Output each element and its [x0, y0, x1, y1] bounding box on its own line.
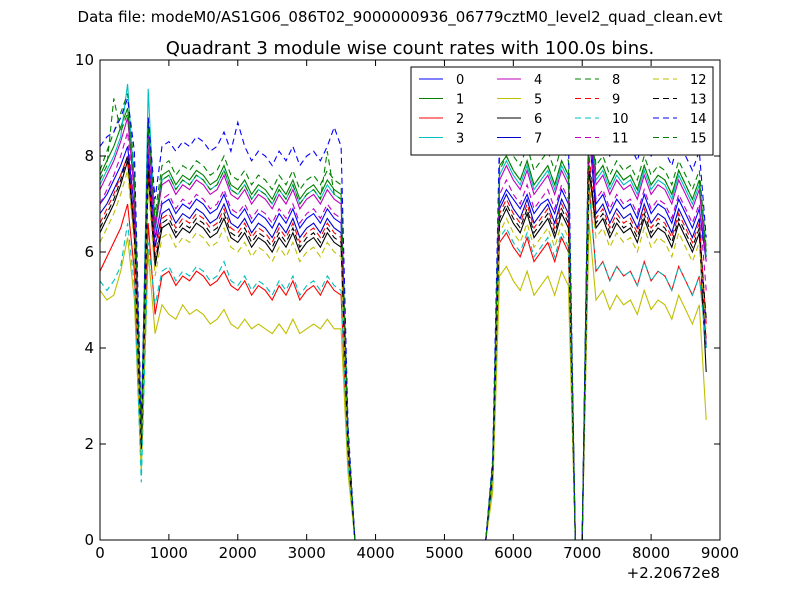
legend-label-3: 3	[456, 132, 464, 147]
x-tick-label: 3000	[288, 544, 326, 562]
series-line-12	[100, 170, 707, 540]
x-tick-label: 4000	[356, 544, 394, 562]
legend-label-15: 15	[690, 132, 707, 147]
series-line-6	[100, 160, 707, 540]
legend-label-8: 8	[612, 73, 620, 88]
y-tick-label: 8	[84, 147, 94, 165]
x-tick-label: 2000	[219, 544, 257, 562]
legend-label-11: 11	[612, 132, 629, 147]
x-tick-label: 7000	[563, 544, 601, 562]
y-tick-label: 2	[84, 435, 94, 453]
legend-label-10: 10	[612, 112, 629, 127]
suptitle: Data file: modeM0/AS1G06_086T02_90000009…	[77, 8, 723, 26]
x-tick-label: 0	[95, 544, 105, 562]
y-tick-label: 4	[84, 339, 94, 357]
x-tick-label: 9000	[701, 544, 739, 562]
legend-label-9: 9	[612, 93, 620, 108]
x-tick-label: 8000	[632, 544, 670, 562]
legend-label-6: 6	[534, 112, 542, 127]
legend-label-5: 5	[534, 93, 542, 108]
series-layer	[100, 83, 707, 540]
series-line-1	[100, 103, 707, 540]
legend-label-13: 13	[690, 93, 707, 108]
legend-label-1: 1	[456, 93, 464, 108]
x-tick-label: 1000	[150, 544, 188, 562]
y-tick-label: 0	[84, 531, 94, 549]
series-line-9	[100, 155, 707, 540]
legend-label-2: 2	[456, 112, 464, 127]
series-line-8	[100, 93, 707, 540]
axes-layer: 0 1000 2000 3000 4000 5000 6000 7000 8000 9000 0 2 4…	[75, 51, 739, 562]
series-line-7	[100, 131, 707, 540]
series-line-2	[100, 184, 707, 540]
legend-label-12: 12	[690, 73, 707, 88]
x-offset-label: +2.20672e8	[627, 564, 720, 582]
legend-label-4: 4	[534, 73, 542, 88]
series-line-5	[100, 223, 707, 540]
legend-label-0: 0	[456, 73, 464, 88]
series-line-0	[100, 117, 707, 540]
legend-label-14: 14	[690, 112, 707, 127]
series-line-13	[100, 155, 707, 540]
series-line-4	[100, 117, 707, 540]
legend-box	[410, 66, 714, 156]
series-line-3	[100, 83, 707, 540]
x-tick-label: 6000	[494, 544, 532, 562]
series-line-10	[100, 189, 707, 540]
series-line-14	[100, 88, 707, 540]
y-tick-label: 10	[75, 51, 94, 69]
legend-label-7: 7	[534, 132, 542, 147]
series-line-11	[100, 131, 707, 540]
chart-title: Quadrant 3 module wise count rates with …	[166, 38, 655, 59]
plot-frame	[99, 59, 721, 541]
x-tick-label: 5000	[425, 544, 463, 562]
y-tick-label: 6	[84, 243, 94, 261]
